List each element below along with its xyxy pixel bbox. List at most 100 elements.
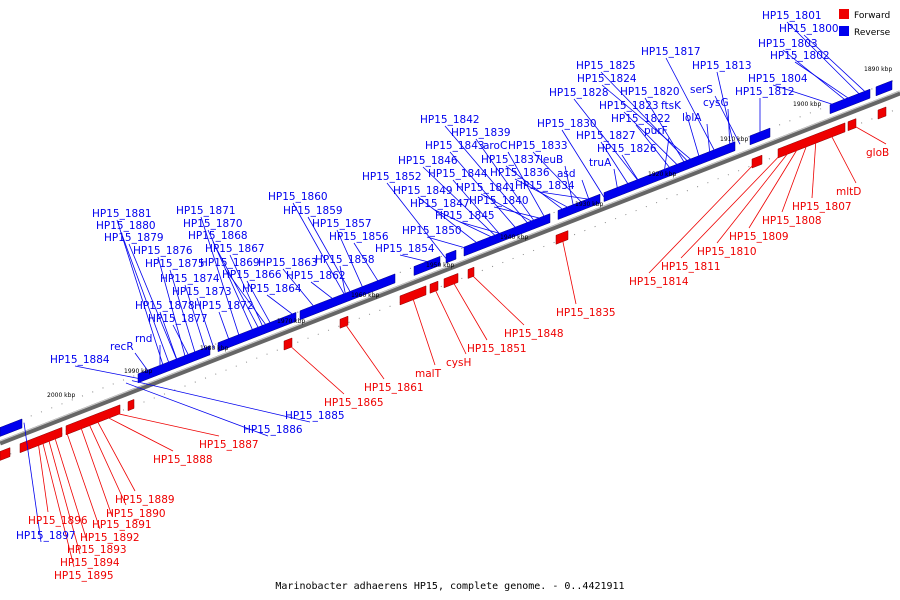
gene-label: HP15_1863 [258,257,318,269]
gene-label: HP15_1836 [490,167,550,179]
label-leader-line [475,138,537,224]
gene-label: HP15_1837 [481,154,541,166]
gene-label: HP15_1868 [188,230,248,242]
gene-label: HP15_1869 [200,257,260,269]
gene-label: HP15_1825 [576,60,636,72]
label-leader-line [811,138,817,199]
label-leader-line [803,34,869,95]
gene-label: HP15_1810 [697,246,757,258]
gene-label: HP15_1803 [758,38,818,50]
label-leader-line [727,108,731,149]
gene-label: HP15_1894 [60,557,120,569]
label-leader-line [128,243,179,363]
gene-label: HP15_1864 [242,283,302,295]
gene-label: HP15_1877 [148,313,208,325]
gene-label: HP15_1871 [176,205,236,217]
gene-label: HP15_1830 [537,118,597,130]
legend-reverse-label: Reverse [854,28,891,38]
label-leader-line [459,221,507,236]
gene-label: HP15_1849 [393,185,453,197]
gene-label: HP15_1860 [268,191,328,203]
label-leader-line [282,268,317,310]
label-leader-line [229,254,265,330]
gene-label: HP15_1824 [577,73,637,85]
label-leader-line [561,237,577,305]
label-leader-line [786,21,863,98]
gene-label: HP15_1881 [92,208,152,220]
label-leader-line [339,265,347,298]
gene-label: HP15_1826 [597,143,657,155]
gene-label: HP15_1891 [92,519,152,531]
gene-label: HP15_1872 [194,300,254,312]
label-leader-line [336,229,365,291]
gene-label: HP15_1859 [283,205,343,217]
label-leader-line [310,281,337,302]
label-leader-line [433,287,467,355]
label-leader-line [200,216,241,339]
gene-label: HP15_1851 [467,343,527,355]
gene-label: HP15_1887 [199,439,259,451]
label-leader-line [600,141,631,188]
gene-label: HP15_1828 [549,87,609,99]
label-leader-line [772,84,839,107]
label-leader-line [343,321,385,380]
label-leader-line [87,421,127,506]
gene-label: HP15_1873 [172,286,232,298]
gene-label: HP15_1835 [556,307,616,319]
label-leader-line [111,412,220,437]
tick-label: 1960 kbp [351,292,379,299]
label-leader-line [172,324,191,359]
label-leader-line [411,295,436,366]
gene-label: HP15_1801 [762,10,822,22]
label-leader-line [422,166,499,239]
label-leader-line [169,269,197,356]
label-leader-line [648,161,757,274]
label-leader-line [65,430,101,530]
gene-label: HP15_1811 [661,261,721,273]
gene-label: HP15_1890 [106,508,166,520]
gene-label: lolA [682,112,702,124]
reverse-gene-block [603,141,736,202]
map-caption: Marinobacter adhaerens HP15, complete ge… [275,581,624,592]
legend-forward-label: Forward [854,11,890,21]
gene-label: HP15_1844 [428,168,488,180]
gene-label: HP15_1878 [135,300,195,312]
gene-label: HP15_1813 [692,60,752,72]
label-leader-line [426,236,471,250]
label-leader-line [103,415,174,452]
label-leader-line [184,284,207,353]
label-leader-line [644,97,687,166]
label-leader-line [829,133,857,184]
label-leader-line [480,193,537,224]
gene-label: HP15_1870 [183,218,243,230]
label-leader-line [706,123,711,156]
gene-label: HP15_1841 [456,182,516,194]
label-leader-line [266,294,297,318]
label-leader-line [218,311,231,343]
gene-label: mltD [836,186,861,198]
gene-label: HP15_1896 [28,515,88,527]
gene-label: cysG [703,97,729,109]
label-leader-line [600,71,691,164]
gene-label: HP15_1865 [324,397,384,409]
gene-label: HP15_1875 [145,258,205,270]
forward-gene-block [877,106,887,120]
reverse-gene-block [299,273,396,321]
forward-gene-block [127,399,135,412]
label-leader-line [287,343,345,395]
label-leader-line [601,84,695,163]
tick-label: 1930 kbp [575,201,603,208]
label-leader-line [74,365,139,379]
label-leader-line [224,268,269,329]
gene-label: HP15_1893 [67,544,127,556]
tick-label: 1920 kbp [648,171,676,178]
reverse-gene-block [137,345,211,384]
gene-label: HP15_1817 [641,46,701,58]
label-leader-line [307,216,353,296]
label-leader-line [417,196,481,246]
gene-label: purF [644,125,668,137]
gene-label: gloB [866,147,889,159]
gene-label: HP15_1840 [469,195,529,207]
label-leader-line [781,141,809,213]
label-leader-line [159,311,179,363]
